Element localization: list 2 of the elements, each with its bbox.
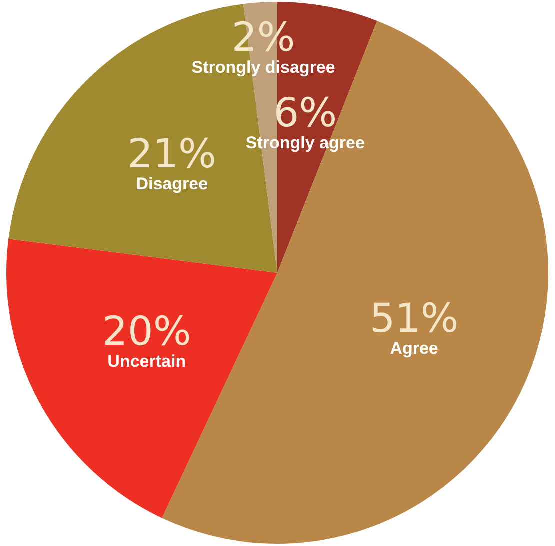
slice-label: Strongly disagree bbox=[192, 58, 336, 78]
slice-label: Strongly agree bbox=[246, 134, 365, 153]
